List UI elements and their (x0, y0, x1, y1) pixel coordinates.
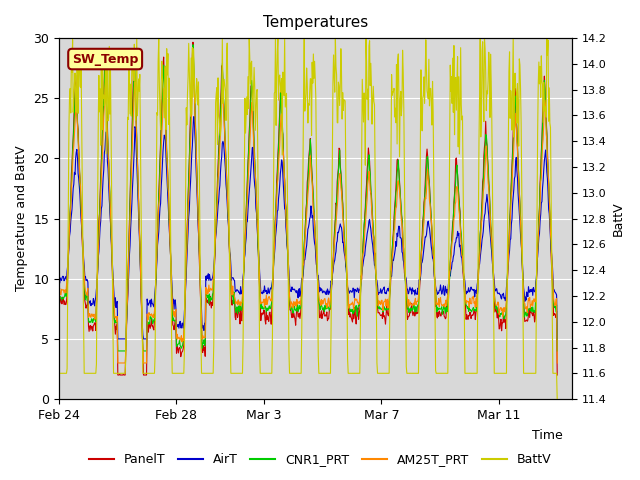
Text: Time: Time (532, 429, 563, 442)
Title: Temperatures: Temperatures (263, 15, 368, 30)
Text: SW_Temp: SW_Temp (72, 52, 138, 66)
Y-axis label: BattV: BattV (612, 201, 625, 236)
Y-axis label: Temperature and BattV: Temperature and BattV (15, 146, 28, 291)
Legend: PanelT, AirT, CNR1_PRT, AM25T_PRT, BattV: PanelT, AirT, CNR1_PRT, AM25T_PRT, BattV (84, 448, 556, 471)
